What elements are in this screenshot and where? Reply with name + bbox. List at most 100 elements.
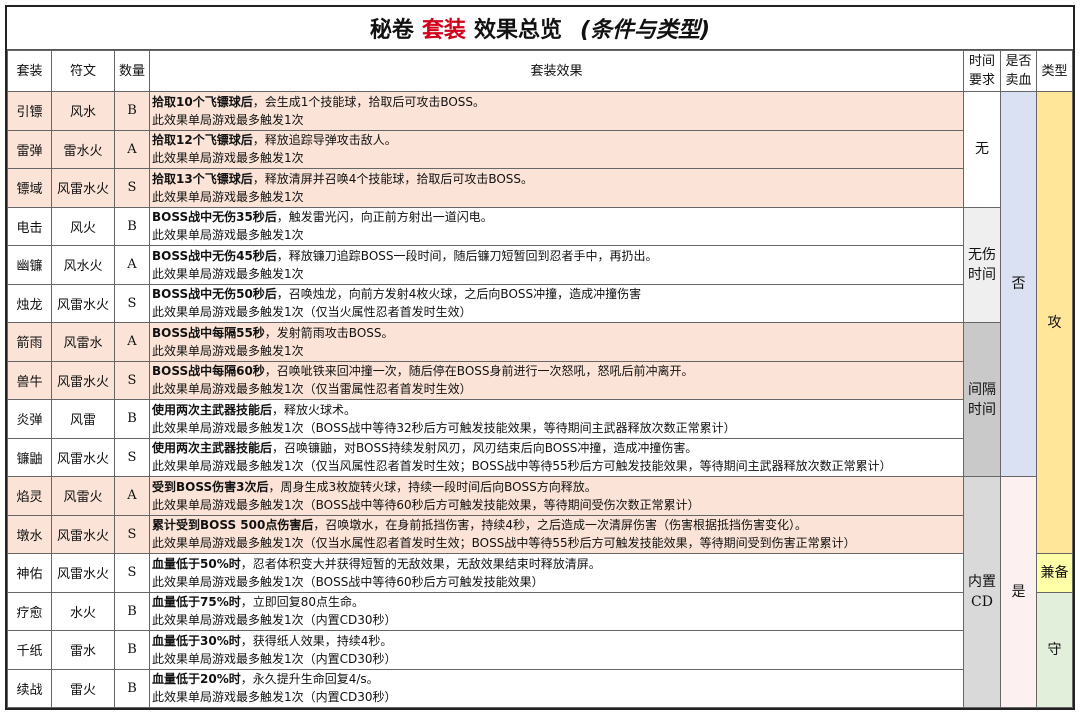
page-title: 秘卷 套装 效果总览 (条件与类型) xyxy=(7,7,1073,50)
effect-condition: 血量低于20%时 xyxy=(152,672,241,687)
set-name: 兽牛 xyxy=(7,360,52,400)
effect-note: 此效果单局游戏最多触发1次（仅当风属性忍者首发时生效；BOSS战中等待55秒后方… xyxy=(152,459,892,474)
set-name: 焰灵 xyxy=(7,476,52,516)
count-grade: S xyxy=(114,168,150,208)
effect-line: 血量低于20%时，永久提升生命回复4/s。 xyxy=(152,670,963,688)
effect-description: ，发射箭雨攻击BOSS。 xyxy=(264,325,394,340)
effect-description: ，会生成1个技能球，拾取后可攻击BOSS。 xyxy=(252,94,486,109)
set-name: 疗愈 xyxy=(7,591,52,631)
table-row: 焰灵 风雷火 A 受到BOSS伤害3次后，周身生成3枚旋转火球，持续一段时间后向BOS… xyxy=(7,476,1073,708)
count-grade: A xyxy=(114,129,150,169)
count-grade: B xyxy=(114,206,150,246)
effect-description: ，召唤烛龙，向前方发射4枚火球，之后向BOSS冲撞，造成冲撞伤害 xyxy=(276,287,642,302)
effect-line: BOSS战中无伤50秒后，召唤烛龙，向前方发射4枚火球，之后向BOSS冲撞，造成… xyxy=(152,285,963,303)
rune: 风雷水 xyxy=(51,322,115,362)
count-grade: S xyxy=(114,283,150,323)
rune: 雷火 xyxy=(51,668,115,708)
effect-note: 此效果单局游戏最多触发1次 xyxy=(152,189,304,204)
set-effect: BOSS战中无伤35秒后，触发雷光闪，向正前方射出一道闪电。 此效果单局游戏最多触… xyxy=(149,206,964,246)
effect-condition: BOSS战中每隔55秒 xyxy=(152,325,265,340)
set-name: 墩水 xyxy=(7,514,52,554)
set-type: 守 xyxy=(1036,591,1073,708)
rune: 风水 xyxy=(51,91,115,131)
effect-description: ，周身生成3枚旋转火球，持续一段时间后向BOSS方向释放。 xyxy=(268,479,597,494)
table-row: 引镖 风水 B 拾取10个飞镖球后，会生成1个技能球，拾取后可攻击BOSS。 此效果单局… xyxy=(7,91,1073,554)
set-type: 兼备 xyxy=(1036,553,1073,593)
rune: 水火 xyxy=(51,591,115,631)
count-grade: S xyxy=(114,360,150,400)
effect-description: ，忍者体积变大并获得短暂的无敌效果，无敌效果结束时释放清屏。 xyxy=(240,556,601,571)
effect-line: 拾取12个飞镖球后，释放追踪导弹攻击敌人。 xyxy=(152,131,963,149)
time-requirement: 内置CD xyxy=(963,476,1001,708)
table-row: 炎弹 风雷 B 使用两次主武器技能后，释放火球术。此效果单局游戏最多触发1次（BOSS… xyxy=(7,399,1073,439)
effect-description: ，召唤墩水，在身前抵挡伤害，持续4秒，之后造成一次清屏伤害（伤害根据抵挡伤害变化… xyxy=(313,518,807,533)
time-requirement: 间隔时间 xyxy=(963,322,1001,477)
effect-line: BOSS战中无伤35秒后，触发雷光闪，向正前方射出一道闪电。 xyxy=(152,208,963,226)
count-grade: B xyxy=(114,668,150,708)
table-row: 电击 风火 B BOSS战中无伤35秒后，触发雷光闪，向正前方射出一道闪电。 此效果单局… xyxy=(7,206,1073,323)
table-row: 神佑 风雷水火 S 血量低于50%时，忍者体积变大并获得短暂的无敌效果，无敌效果结束时… xyxy=(7,553,1073,593)
effect-description: ，释放清屏并召唤4个技能球，拾取后可攻击BOSS。 xyxy=(252,171,534,186)
effect-note: 此效果单局游戏最多触发1次（内置CD30秒） xyxy=(152,651,397,666)
effect-condition: BOSS战中无伤45秒后 xyxy=(152,248,277,263)
set-effect: 拾取12个飞镖球后，释放追踪导弹攻击敌人。 此效果单局游戏最多触发1次 xyxy=(149,129,964,169)
set-effect: BOSS战中每隔60秒，召唤呲铁来回冲撞一次，随后停在BOSS身前进行一次怒吼，… xyxy=(149,360,964,400)
effects-table: 套装 符文 数量 套装效果 时间要求 是否卖血 类型 引镖 风水 B 拾取10个飞镖球… xyxy=(7,50,1073,708)
set-name: 电击 xyxy=(7,206,52,246)
effect-description: ，释放火球术。 xyxy=(272,402,357,417)
effect-condition: BOSS战中无伤50秒后 xyxy=(152,287,277,302)
count-grade: B xyxy=(114,399,150,439)
table-row: 墩水 风雷水火 S 累计受到BOSS 500点伤害后，召唤墩水，在身前抵挡伤害，持续4… xyxy=(7,514,1073,554)
effect-condition: 使用两次主武器技能后 xyxy=(152,402,273,417)
effect-condition: 拾取10个飞镖球后 xyxy=(152,94,253,109)
effect-note: 此效果单局游戏最多触发1次（BOSS战中等待32秒后方可触发技能效果，等待期间主… xyxy=(152,420,736,435)
effect-description: ，触发雷光闪，向正前方射出一道闪电。 xyxy=(276,210,493,225)
effect-note: 此效果单局游戏最多触发1次 xyxy=(152,343,304,358)
effect-note: 此效果单局游戏最多触发1次（内置CD30秒） xyxy=(152,613,397,628)
set-effect: 使用两次主武器技能后，召唤镰鼬，对BOSS持续发射风刃，风刃结束后向BOSS冲撞… xyxy=(149,437,964,477)
table-row: 疗愈 水火 B 血量低于75%时，立即回复80点生命。 此效果单局游戏最多触发1次（内置… xyxy=(7,591,1073,708)
set-name: 续战 xyxy=(7,668,52,708)
title-part2: 效果总览 xyxy=(473,18,562,43)
count-grade: S xyxy=(114,553,150,593)
count-grade: A xyxy=(114,245,150,285)
count-grade: B xyxy=(114,630,150,670)
effect-line: 使用两次主武器技能后，召唤镰鼬，对BOSS持续发射风刃，风刃结束后向BOSS冲撞… xyxy=(152,439,963,457)
effect-description: ，永久提升生命回复4/s。 xyxy=(240,672,379,687)
count-grade: A xyxy=(114,322,150,362)
rune: 风雷火 xyxy=(51,476,115,516)
effect-condition: 使用两次主武器技能后 xyxy=(152,441,273,456)
header-effect: 套装效果 xyxy=(149,50,964,92)
set-name: 炎弹 xyxy=(7,399,52,439)
set-effect: BOSS战中每隔55秒，发射箭雨攻击BOSS。此效果单局游戏最多触发1次 xyxy=(149,322,964,362)
set-effect: 血量低于20%时，永久提升生命回复4/s。 此效果单局游戏最多触发1次（内置CD3… xyxy=(149,668,964,708)
table-row: 雷弹 雷水火 A 拾取12个飞镖球后，释放追踪导弹攻击敌人。 此效果单局游戏最多触发1次 xyxy=(7,129,1073,169)
effect-note: 此效果单局游戏最多触发1次（BOSS战中等待60秒后方可触发技能效果，等待期间受… xyxy=(152,497,700,512)
set-name: 雷弹 xyxy=(7,129,52,169)
effect-note: 此效果单局游戏最多触发1次（仅当火属性忍者首发时生效） xyxy=(152,305,472,320)
effect-description: ，立即回复80点生命。 xyxy=(240,595,365,610)
set-name: 神佑 xyxy=(7,553,52,593)
rune: 风雷 xyxy=(51,399,115,439)
set-name: 千纸 xyxy=(7,630,52,670)
count-grade: B xyxy=(114,591,150,631)
title-paren: (条件与类型) xyxy=(579,18,711,43)
title-highlight: 套装 xyxy=(421,18,466,43)
header-sell: 是否卖血 xyxy=(1000,50,1037,92)
time-requirement: 无伤时间 xyxy=(963,206,1001,323)
header-rune: 符文 xyxy=(51,50,115,92)
effect-line: 拾取13个飞镖球后，释放清屏并召唤4个技能球，拾取后可攻击BOSS。 xyxy=(152,170,963,188)
set-effect: 血量低于75%时，立即回复80点生命。 此效果单局游戏最多触发1次（内置CD30秒… xyxy=(149,591,964,631)
set-name: 烛龙 xyxy=(7,283,52,323)
effect-description: ，释放镰刀追踪BOSS一段时间，随后镰刀短暂回到忍者手中，再扔出。 xyxy=(276,248,658,263)
set-effect: 血量低于30%时，获得纸人效果，持续4秒。 此效果单局游戏最多触发1次（内置CD3… xyxy=(149,630,964,670)
effect-description: ，召唤镰鼬，对BOSS持续发射风刃，风刃结束后向BOSS冲撞，造成冲撞伤害。 xyxy=(272,441,698,456)
set-effect: BOSS战中无伤50秒后，召唤烛龙，向前方发射4枚火球，之后向BOSS冲撞，造成… xyxy=(149,283,964,323)
effect-line: 累计受到BOSS 500点伤害后，召唤墩水，在身前抵挡伤害，持续4秒，之后造成一… xyxy=(152,516,963,534)
rune: 雷水火 xyxy=(51,129,115,169)
sell-blood: 否 xyxy=(1000,91,1037,477)
rune: 风雷水火 xyxy=(51,514,115,554)
effect-line: 血量低于30%时，获得纸人效果，持续4秒。 xyxy=(152,632,963,650)
effect-description: ，召唤呲铁来回冲撞一次，随后停在BOSS身前进行一次怒吼，怒吼后前冲离开。 xyxy=(264,364,694,379)
table-row: 幽镰 风水火 A BOSS战中无伤45秒后，释放镰刀追踪BOSS一段时间，随后镰刀短暂… xyxy=(7,245,1073,285)
